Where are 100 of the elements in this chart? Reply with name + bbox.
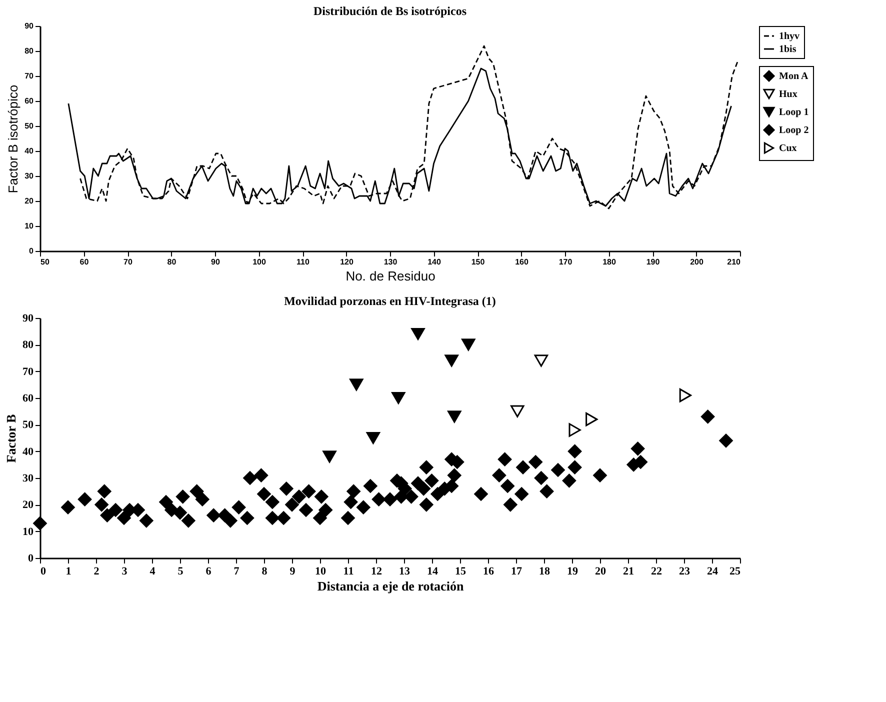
point: [534, 354, 548, 367]
y-tick-label: 20: [22, 499, 34, 512]
point: [586, 412, 598, 426]
point: [593, 468, 607, 482]
y-tick-label: 20: [24, 196, 34, 206]
x-tick-label: 17: [511, 566, 522, 578]
legend-label: Loop 1: [779, 107, 809, 118]
point: [173, 506, 187, 520]
x-tick-label: 200: [690, 258, 704, 266]
point: [322, 450, 336, 463]
point: [462, 338, 476, 351]
point: [626, 458, 640, 472]
point: [424, 474, 439, 488]
x-tick-label: 190: [646, 258, 660, 266]
x-tick-label: 110: [296, 258, 310, 266]
point: [498, 452, 512, 466]
point: [196, 492, 210, 506]
x-tick-label: 8: [262, 566, 268, 578]
x-tick-label: 140: [428, 258, 442, 266]
point: [94, 498, 108, 512]
point: [700, 410, 715, 424]
x-tick-label: 19: [567, 566, 578, 578]
x-tick-label: 120: [340, 258, 354, 266]
x-tick-label: 18: [539, 566, 550, 578]
point: [254, 468, 268, 482]
point: [346, 484, 360, 498]
x-tick-label: 25: [730, 566, 741, 578]
x-tick-label: 12: [371, 566, 382, 578]
point: [61, 500, 75, 514]
point: [266, 495, 280, 509]
point: [416, 482, 430, 496]
point: [568, 444, 582, 458]
y-tick-label: 60: [24, 96, 34, 106]
y-tick-label: 30: [22, 472, 34, 484]
x-tick-label: 9: [290, 566, 296, 578]
x-tick-label: 210: [727, 258, 742, 266]
x-tick-label: 10: [315, 566, 326, 578]
legend-label: Cux: [779, 143, 797, 154]
y-tick-label: 50: [24, 122, 34, 130]
y-tick-label: 90: [22, 312, 34, 324]
point: [364, 479, 378, 493]
y-tick-label: 10: [22, 526, 34, 538]
x-tick-label: 23: [679, 566, 690, 578]
y-tick-label: 40: [24, 146, 34, 156]
point: [510, 405, 524, 418]
point: [276, 511, 290, 525]
point: [392, 392, 406, 404]
x-tick-label: 20: [595, 566, 606, 578]
legend-label: Loop 2: [779, 125, 809, 136]
point: [500, 479, 514, 493]
point: [33, 516, 47, 530]
x-axis-title: No. de Residuo: [346, 268, 436, 284]
point: [551, 463, 565, 477]
y-tick-label: 40: [22, 446, 34, 458]
point: [344, 495, 358, 509]
point: [206, 508, 220, 522]
x-tick-label: 14: [427, 566, 438, 578]
point: [420, 498, 434, 512]
x-tick-label: 21: [623, 566, 634, 578]
x-axis-title: Distancia a eje de rotación: [317, 578, 464, 594]
x-tick-label: 1: [66, 566, 72, 578]
point: [299, 503, 313, 517]
point: [568, 423, 581, 437]
x-tick-label: 4: [150, 566, 156, 578]
legend-label: 1bis: [779, 44, 796, 55]
point: [285, 498, 299, 512]
x-tick-label: 150: [471, 258, 486, 266]
point: [448, 468, 462, 482]
point: [430, 487, 444, 501]
point: [444, 479, 458, 493]
point: [190, 484, 204, 498]
x-tick-label: 16: [483, 566, 494, 578]
legend-label: 1hyv: [779, 31, 800, 42]
y-tick-label: 10: [24, 222, 34, 230]
chart-title: Distribución de Bs isotrópicos: [313, 4, 467, 18]
point: [266, 511, 280, 525]
x-tick-label: 170: [558, 258, 573, 266]
point: [302, 484, 316, 498]
x-tick-label: 13: [399, 566, 410, 578]
point: [314, 490, 328, 504]
point: [176, 490, 190, 504]
point: [474, 487, 488, 501]
x-tick-label: 2: [94, 566, 100, 578]
point: [404, 490, 418, 504]
y-tick-label: 70: [22, 366, 34, 378]
point: [159, 495, 173, 509]
x-tick-label: 0: [40, 566, 46, 578]
point: [232, 500, 246, 514]
y-tick-label: 90: [24, 22, 34, 30]
legend-label: Mon A: [779, 71, 809, 82]
point: [341, 511, 355, 525]
point: [224, 514, 238, 528]
point: [448, 410, 462, 423]
x-tick-label: 22: [651, 566, 662, 578]
point: [504, 498, 518, 512]
x-tick-label: 7: [234, 566, 240, 578]
point: [514, 487, 528, 501]
point: [372, 492, 386, 506]
y-tick-label: 60: [22, 392, 34, 404]
point: [318, 503, 332, 517]
